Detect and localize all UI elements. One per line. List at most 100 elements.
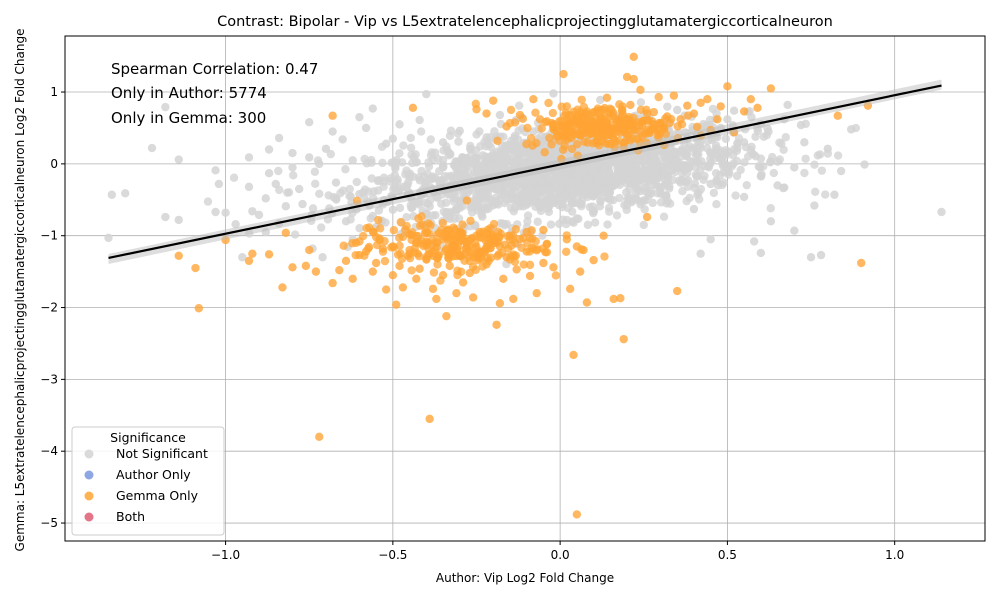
scatter-point-not-significant [341,165,350,174]
scatter-point-gemma-only [519,260,528,269]
scatter-point-not-significant [447,171,457,180]
scatter-point-not-significant [719,178,728,187]
x-axis-label: Author: Vip Log2 Fold Change [436,571,614,585]
scatter-point-gemma-only [619,138,629,148]
scatter-point-not-significant [632,156,642,165]
scatter-point-gemma-only [602,93,612,102]
scatter-point-not-significant [663,102,672,111]
scatter-point-not-significant [696,184,706,194]
scatter-point-not-significant [696,249,705,258]
scatter-point-gemma-only [361,247,371,256]
scatter-point-not-significant [211,166,220,175]
scatter-point-gemma-only [602,130,612,140]
scatter-point-gemma-only [433,260,442,269]
scatter-point-gemma-only [355,237,364,246]
scatter-point-not-significant [395,149,404,158]
scatter-point-not-significant [355,112,364,122]
scatter-point-gemma-only [194,304,204,313]
scatter-point-not-significant [684,144,694,154]
scatter-point-not-significant [283,188,292,197]
scatter-point-gemma-only [643,125,652,134]
scatter-point-not-significant [420,179,429,189]
scatter-point-gemma-only [499,274,508,284]
scatter-point-gemma-only [703,95,712,104]
scatter-point-not-significant [445,210,454,220]
scatter-point-not-significant [613,175,623,184]
scatter-point-not-significant [649,180,659,189]
scatter-point-gemma-only [428,284,438,294]
scatter-point-gemma-only [398,283,408,292]
scatter-point-not-significant [367,174,376,183]
scatter-point-gemma-only [445,261,454,271]
scatter-point-not-significant [708,104,718,114]
scatter-point-not-significant [466,144,475,153]
chart-title: Contrast: Bipolar - Vip vs L5extratelenc… [217,14,833,30]
scatter-point-gemma-only [557,116,566,125]
scatter-point-gemma-only [515,235,525,244]
scatter-point-gemma-only [692,122,702,132]
scatter-point-gemma-only [696,98,705,108]
scatter-point-gemma-only [442,311,451,321]
scatter-point-gemma-only [418,220,427,229]
scatter-point-not-significant [599,179,608,189]
scatter-point-not-significant [672,149,681,159]
scatter-point-not-significant [315,189,324,199]
scatter-point-gemma-only [458,278,468,287]
scatter-point-gemma-only [545,133,554,143]
scatter-point-gemma-only [475,247,485,256]
scatter-point-gemma-only [673,122,682,131]
scatter-point-gemma-only [654,92,663,102]
stats-annotations: Spearman Correlation: 0.47 Only in Autho… [111,60,318,127]
scatter-point-gemma-only [609,294,618,304]
scatter-point-gemma-only [505,231,515,240]
scatter-point-not-significant [806,253,816,262]
scatter-point-gemma-only [455,251,464,261]
scatter-point-not-significant [402,166,411,175]
scatter-point-gemma-only [191,263,200,273]
scatter-point-gemma-only [629,118,638,127]
scatter-point-gemma-only [642,212,652,222]
scatter-point-not-significant [546,220,556,229]
scatter-point-not-significant [592,172,601,182]
scatter-point-gemma-only [547,140,556,149]
scatter-point-not-significant [308,204,318,213]
scatter-point-gemma-only [438,235,448,244]
scatter-point-not-significant [685,193,694,203]
author-only-annotation: Only in Author: 5774 [111,84,267,102]
scatter-point-not-significant [823,144,832,153]
scatter-point-gemma-only [629,74,638,84]
scatter-point-gemma-only [448,247,458,256]
scatter-point-gemma-only [512,265,521,274]
scatter-point-not-significant [633,185,642,194]
scatter-point-not-significant [558,200,567,209]
scatter-point-gemma-only [405,230,414,239]
scatter-point-gemma-only [440,246,450,256]
scatter-point-gemma-only [389,226,399,235]
scatter-point-gemma-only [531,108,540,117]
scatter-point-gemma-only [540,148,549,157]
scatter-point-not-significant [488,183,497,192]
scatter-point-not-significant [426,195,435,205]
scatter-point-gemma-only [567,144,577,154]
scatter-point-gemma-only [582,298,592,307]
scatter-point-not-significant [374,206,384,215]
scatter-point-not-significant [773,181,782,190]
scatter-point-not-significant [733,139,742,148]
scatter-point-not-significant [846,125,856,134]
scatter-point-not-significant [355,189,364,199]
scatter-point-gemma-only [656,120,665,129]
y-axis-ticks: −5 −4 −3 −2 −1 0 1 [40,85,65,530]
scatter-point-not-significant [816,250,826,260]
scatter-point-not-significant [104,233,113,243]
scatter-point-gemma-only [378,244,388,253]
scatter-point-not-significant [426,151,436,160]
scatter-point-gemma-only [348,274,357,284]
plot-frame [64,35,986,542]
scatter-point-gemma-only [328,278,337,288]
scatter-point-gemma-only [579,245,588,255]
scatter-point-not-significant [360,154,369,164]
scatter-point-not-significant [821,190,830,199]
scatter-point-not-significant [664,184,674,193]
scatter-point-gemma-only [633,134,642,143]
scatter-point-gemma-only [636,85,645,95]
